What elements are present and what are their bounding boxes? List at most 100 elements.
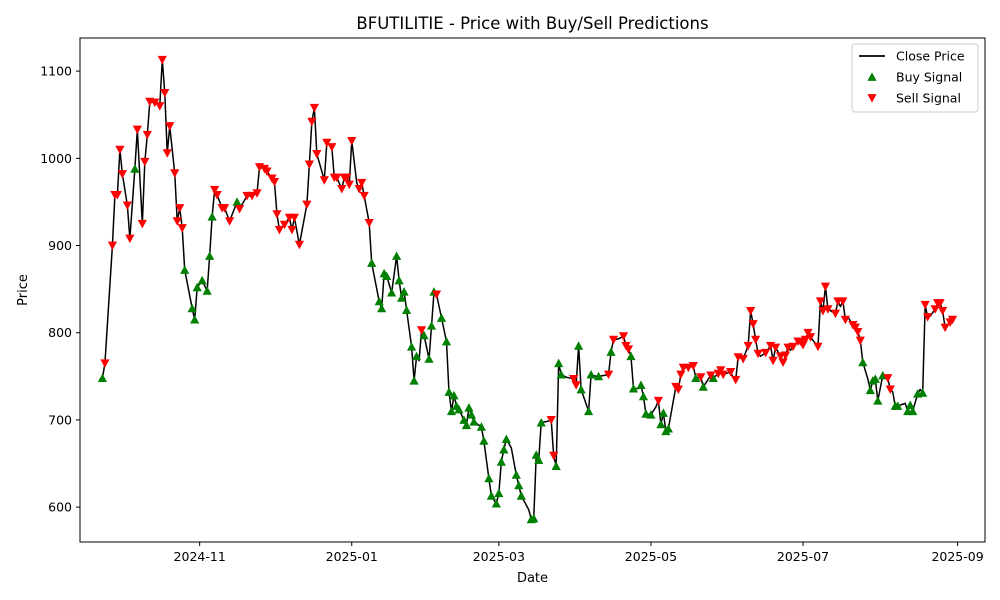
sell-signal-marker — [107, 241, 118, 251]
buy-signal-marker — [367, 258, 377, 267]
x-tick-label: 2025-09 — [931, 549, 983, 564]
buy-signal-marker — [232, 197, 242, 206]
sell-signal-marker — [778, 358, 788, 367]
y-tick-label: 800 — [48, 325, 72, 340]
buy-signal-marker — [534, 455, 544, 464]
sell-signal-marker — [653, 396, 664, 406]
sell-signal-marker — [751, 335, 761, 345]
buy-signal-marker — [454, 404, 464, 414]
buy-signal-marker — [905, 400, 915, 410]
sell-signal-marker — [853, 327, 863, 337]
buy-signal-marker — [202, 286, 212, 295]
sell-signal-marker — [262, 167, 272, 177]
sell-signal-marker — [571, 381, 581, 390]
sell-signal-marker — [930, 305, 940, 314]
buy-signal-marker — [197, 275, 207, 285]
sell-signal-marker — [815, 297, 826, 306]
buy-signal-marker — [691, 373, 701, 382]
sell-signal-marker — [938, 307, 948, 316]
sell-signal-marker — [683, 363, 693, 373]
sell-signal-marker — [137, 219, 147, 229]
x-tick-label: 2025-07 — [777, 549, 829, 564]
sell-signal-marker — [800, 335, 811, 345]
sell-signal-marker — [274, 225, 285, 235]
plot-frame — [79, 37, 986, 543]
sell-signal-marker — [112, 191, 122, 200]
sell-signal-marker — [920, 300, 930, 310]
buy-signal-marker — [606, 347, 616, 356]
sell-signal-marker — [212, 191, 222, 200]
sell-signal-marker — [780, 351, 791, 360]
x-tick-label: 2025-05 — [625, 549, 677, 564]
sell-signal-marker — [247, 191, 257, 201]
buy-signal-marker — [556, 369, 566, 379]
buy-signal-marker — [656, 419, 666, 429]
sell-signal-marker — [252, 189, 262, 198]
buy-signal-marker — [424, 354, 434, 363]
sell-signal-marker — [332, 173, 342, 183]
sell-signal-marker — [770, 343, 781, 353]
buy-signal-marker — [401, 305, 412, 314]
buy-signal-marker — [476, 422, 486, 431]
sell-signal-marker — [157, 55, 167, 65]
sell-signal-marker — [718, 370, 728, 380]
sell-signal-marker — [820, 282, 831, 292]
x-tick-label: 2025-01 — [326, 549, 378, 564]
sell-signal-marker — [623, 345, 634, 354]
sell-signal-marker — [883, 374, 893, 383]
buy-signal-marker — [496, 457, 506, 466]
buy-signal-marker — [638, 391, 649, 401]
buy-signal-marker — [586, 369, 596, 379]
sell-signal-marker — [347, 136, 357, 146]
axes: 2024-11 2025-01 2025-03 2025-05 2025-07 2025-… — [40, 64, 984, 564]
sell-signal-marker — [142, 130, 152, 140]
sell-signal-marker — [788, 342, 798, 352]
sell-signal-marker — [569, 375, 579, 384]
buy-signal-marker — [636, 380, 646, 389]
sell-signal-marker — [354, 184, 364, 194]
buy-signal-marker — [397, 293, 407, 302]
sell-signal-marker — [170, 169, 180, 178]
sell-signal-marker — [746, 307, 756, 316]
sell-signal-marker — [706, 371, 716, 381]
buy-signal-marker — [554, 358, 564, 368]
buy-signal-marker — [207, 212, 217, 221]
buy-signal-marker — [486, 491, 496, 500]
buy-signal-marker — [646, 410, 656, 419]
buy-signal-marker — [501, 434, 511, 444]
sell-signal-marker — [357, 178, 367, 188]
sell-signal-marker — [117, 170, 127, 179]
buy-signal-marker — [628, 383, 639, 393]
sell-signal-marker — [716, 366, 726, 375]
sell-signal-marker — [122, 201, 132, 211]
buy-signal-marker — [574, 341, 584, 350]
buy-signal-marker — [406, 342, 417, 351]
sell-signal-markers — [100, 55, 958, 461]
buy-signal-marker — [551, 461, 561, 471]
sell-signal-marker — [312, 150, 322, 159]
buy-signal-marker — [663, 424, 673, 433]
sell-signal-marker — [319, 176, 329, 185]
sell-signal-marker — [162, 149, 172, 158]
buy-signal-marker — [593, 371, 604, 381]
sell-signal-marker — [731, 375, 741, 385]
buy-signal-marker — [97, 373, 108, 382]
buy-signal-marker — [491, 499, 501, 508]
sell-signal-marker — [885, 385, 895, 395]
y-tick-label: 900 — [48, 238, 72, 253]
buy-signal-marker — [893, 401, 903, 410]
sell-signal-marker — [289, 213, 300, 223]
sell-signal-marker — [603, 370, 614, 380]
buy-signal-marker — [698, 382, 708, 391]
sell-signal-marker — [364, 218, 374, 228]
sell-signal-marker — [850, 323, 860, 333]
x-axis-label: Date — [517, 571, 548, 586]
sell-signal-marker — [748, 320, 758, 329]
buy-signal-marker — [419, 330, 429, 340]
legend-sell-swatch — [867, 94, 877, 103]
buy-signal-marker — [426, 321, 437, 330]
sell-signal-marker — [696, 373, 706, 382]
legend-label: Sell Signal — [896, 91, 961, 106]
